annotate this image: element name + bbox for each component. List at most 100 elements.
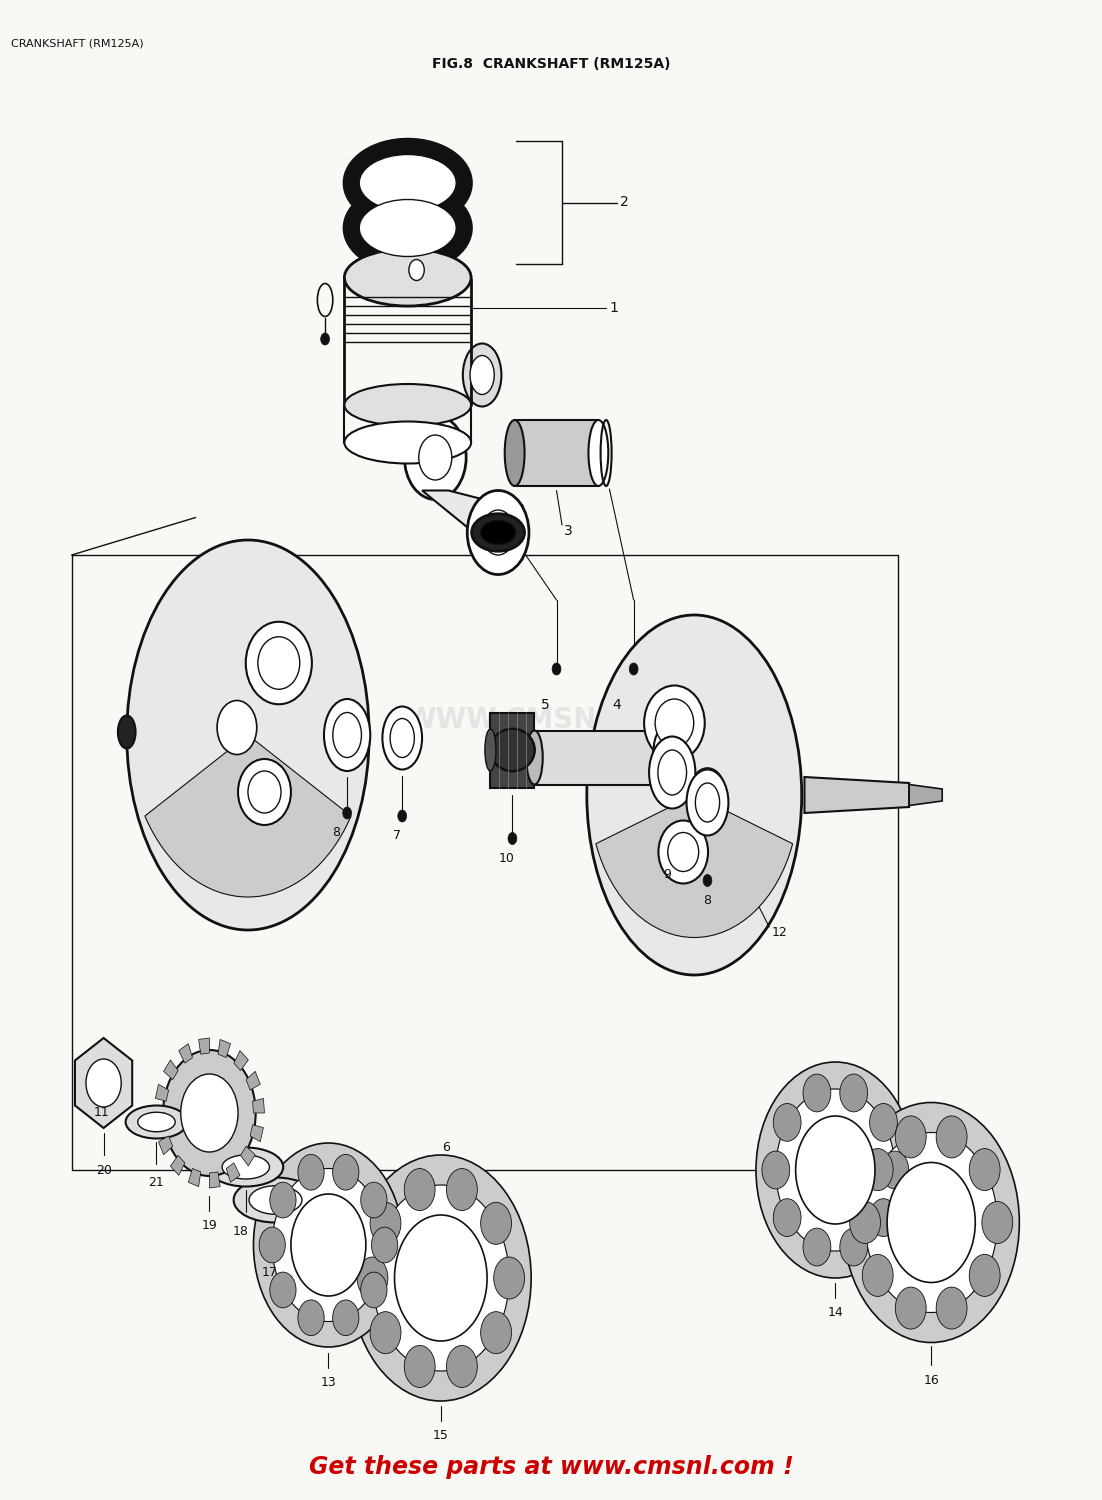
- Circle shape: [419, 435, 452, 480]
- Text: 7: 7: [392, 830, 401, 842]
- Text: 17: 17: [262, 1266, 278, 1278]
- Text: 19: 19: [202, 1220, 217, 1232]
- Circle shape: [970, 1149, 1001, 1191]
- Text: 1: 1: [609, 300, 618, 315]
- Ellipse shape: [127, 540, 369, 930]
- Circle shape: [482, 510, 515, 555]
- Circle shape: [803, 1228, 831, 1266]
- Ellipse shape: [668, 833, 699, 872]
- Ellipse shape: [248, 771, 281, 813]
- Text: 15: 15: [433, 1430, 449, 1442]
- Ellipse shape: [776, 1089, 895, 1251]
- Ellipse shape: [687, 770, 728, 836]
- Ellipse shape: [756, 1062, 915, 1278]
- Circle shape: [298, 1155, 324, 1190]
- Text: FIG.8  CRANKSHAFT (RM125A): FIG.8 CRANKSHAFT (RM125A): [432, 57, 670, 70]
- Circle shape: [895, 1287, 926, 1329]
- Circle shape: [404, 416, 466, 500]
- Ellipse shape: [324, 699, 370, 771]
- Circle shape: [880, 1150, 909, 1190]
- Polygon shape: [226, 1162, 240, 1182]
- Text: 18: 18: [233, 1226, 248, 1238]
- Polygon shape: [159, 1136, 173, 1155]
- Text: 11: 11: [94, 1107, 109, 1119]
- Circle shape: [862, 1254, 893, 1296]
- Circle shape: [982, 1202, 1013, 1243]
- Text: 4: 4: [613, 698, 622, 712]
- Text: 16: 16: [923, 1374, 939, 1386]
- Circle shape: [259, 1227, 285, 1263]
- Ellipse shape: [333, 712, 361, 758]
- Circle shape: [480, 1203, 511, 1245]
- Text: 12: 12: [771, 927, 787, 939]
- Polygon shape: [155, 1084, 169, 1101]
- Ellipse shape: [490, 729, 534, 771]
- Ellipse shape: [272, 1168, 385, 1322]
- Ellipse shape: [382, 706, 422, 770]
- Wedge shape: [144, 735, 352, 897]
- Polygon shape: [234, 1050, 248, 1071]
- Circle shape: [869, 1198, 897, 1236]
- Polygon shape: [490, 712, 534, 788]
- Circle shape: [86, 1059, 121, 1107]
- Ellipse shape: [588, 420, 608, 486]
- Ellipse shape: [472, 513, 525, 552]
- Circle shape: [508, 833, 517, 844]
- Circle shape: [480, 1311, 511, 1353]
- Circle shape: [360, 1272, 387, 1308]
- Circle shape: [398, 810, 407, 822]
- Ellipse shape: [395, 1215, 487, 1341]
- Text: 10: 10: [499, 852, 515, 864]
- Text: CRANKSHAFT (RM125A): CRANKSHAFT (RM125A): [11, 39, 143, 50]
- Circle shape: [409, 260, 424, 280]
- Circle shape: [774, 1198, 801, 1236]
- Polygon shape: [250, 1125, 263, 1142]
- Ellipse shape: [469, 356, 494, 395]
- Ellipse shape: [253, 1143, 403, 1347]
- Text: 20: 20: [96, 1164, 111, 1176]
- Circle shape: [370, 1203, 401, 1245]
- Circle shape: [333, 1300, 359, 1335]
- Ellipse shape: [246, 621, 312, 704]
- Circle shape: [181, 1074, 238, 1152]
- Ellipse shape: [485, 729, 496, 771]
- Circle shape: [270, 1182, 296, 1218]
- Text: 13: 13: [321, 1377, 336, 1389]
- Circle shape: [321, 333, 329, 345]
- Circle shape: [163, 1050, 256, 1176]
- Ellipse shape: [843, 1102, 1019, 1342]
- Circle shape: [774, 1104, 801, 1142]
- Circle shape: [668, 847, 677, 859]
- Ellipse shape: [138, 1113, 175, 1131]
- Circle shape: [970, 1254, 1001, 1296]
- Circle shape: [467, 490, 529, 574]
- Polygon shape: [179, 1044, 193, 1064]
- Polygon shape: [909, 784, 942, 806]
- Text: Get these parts at www.cmsnl.com !: Get these parts at www.cmsnl.com !: [309, 1455, 793, 1479]
- Ellipse shape: [796, 1116, 875, 1224]
- Wedge shape: [596, 795, 792, 938]
- Circle shape: [937, 1116, 968, 1158]
- Circle shape: [371, 1227, 398, 1263]
- Circle shape: [370, 1311, 401, 1353]
- Circle shape: [840, 1074, 867, 1112]
- Text: 3: 3: [564, 524, 573, 538]
- Ellipse shape: [291, 1194, 366, 1296]
- Ellipse shape: [344, 249, 472, 306]
- Circle shape: [446, 1346, 477, 1388]
- Text: 2: 2: [620, 195, 629, 210]
- Ellipse shape: [359, 154, 456, 212]
- Circle shape: [270, 1272, 296, 1308]
- Circle shape: [862, 1149, 893, 1191]
- Ellipse shape: [372, 1185, 509, 1371]
- Ellipse shape: [586, 615, 802, 975]
- Circle shape: [869, 1104, 897, 1142]
- Circle shape: [333, 1155, 359, 1190]
- Ellipse shape: [887, 1162, 975, 1282]
- Polygon shape: [154, 1113, 166, 1128]
- Polygon shape: [804, 777, 909, 813]
- Polygon shape: [163, 1060, 179, 1080]
- Ellipse shape: [490, 729, 534, 771]
- Polygon shape: [422, 490, 529, 560]
- Circle shape: [895, 1116, 926, 1158]
